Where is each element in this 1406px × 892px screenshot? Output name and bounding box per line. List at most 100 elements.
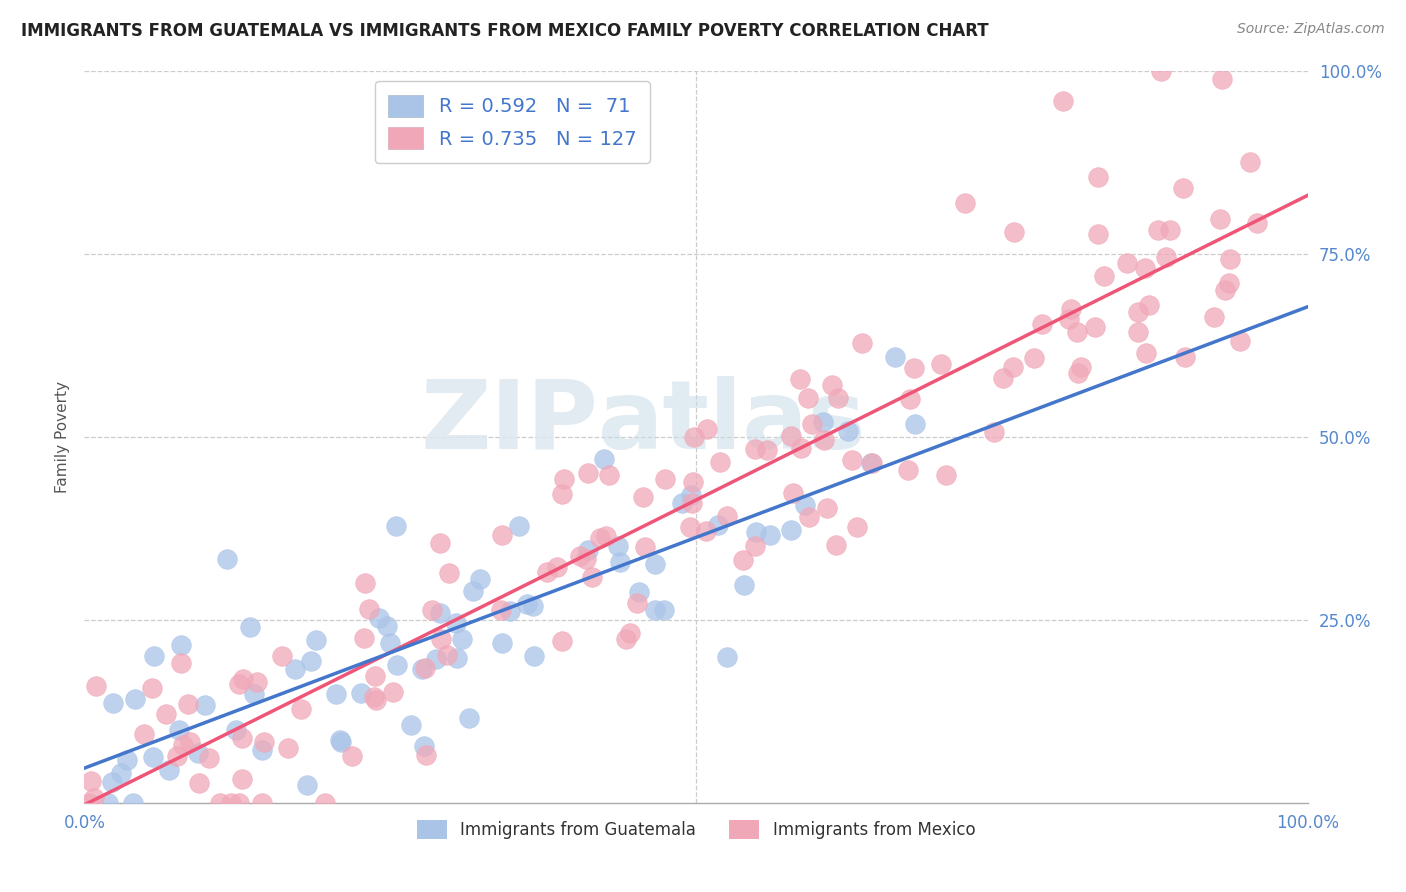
Point [198,750,221,764]
Point [413,739,436,754]
Point [1057,312,1080,326]
Point [187,747,209,761]
Point [551,486,574,500]
Point [329,732,352,747]
Point [141,681,163,696]
Text: IMMIGRANTS FROM GUATEMALA VS IMMIGRANTS FROM MEXICO FAMILY POVERTY CORRELATION C: IMMIGRANTS FROM GUATEMALA VS IMMIGRANTS … [21,22,988,40]
Point [569,549,592,564]
Point [246,675,269,690]
Point [209,796,232,810]
Point [1135,345,1157,359]
Point [143,648,166,663]
Point [1159,222,1181,236]
Point [815,501,838,516]
Point [1031,317,1053,331]
Point [679,520,702,534]
Point [179,735,201,749]
Point [825,539,848,553]
Point [1067,366,1090,380]
Point [194,698,217,712]
Point [429,607,451,621]
Point [1219,252,1241,267]
Point [1229,334,1251,348]
Point [1239,155,1261,169]
Point [446,651,468,665]
Point [733,578,755,592]
Point [457,710,479,724]
Point [884,350,907,364]
Point [491,636,513,650]
Point [522,599,544,613]
Point [367,611,389,625]
Point [142,749,165,764]
Point [239,620,262,634]
Point [225,723,247,737]
Point [598,468,620,483]
Point [115,753,138,767]
Point [1116,255,1139,269]
Point [1211,71,1233,86]
Point [177,697,200,711]
Point [425,652,447,666]
Point [83,790,105,805]
Point [364,668,387,682]
Point [679,488,702,502]
Point [780,429,803,443]
Point [172,738,194,752]
Point [851,335,873,350]
Point [846,520,869,534]
Point [860,456,883,470]
Point [1087,227,1109,241]
Point [628,585,651,599]
Point [683,430,706,444]
Point [609,555,631,569]
Point [1066,325,1088,339]
Point [551,633,574,648]
Point [707,517,730,532]
Point [696,422,718,436]
Point [983,425,1005,439]
Point [295,778,318,792]
Point [614,632,637,646]
Point [606,539,628,553]
Point [215,552,238,566]
Point [155,706,177,721]
Point [652,603,675,617]
Point [709,455,731,469]
Text: Source: ZipAtlas.com: Source: ZipAtlas.com [1237,22,1385,37]
Point [350,686,373,700]
Point [800,417,823,432]
Point [695,524,717,539]
Point [578,467,600,481]
Point [1154,250,1177,264]
Point [305,633,328,648]
Y-axis label: Family Poverty: Family Poverty [55,381,70,493]
Point [1070,359,1092,374]
Point [1128,304,1150,318]
Point [377,619,399,633]
Point [187,776,209,790]
Point [384,519,406,533]
Point [1084,320,1107,334]
Point [110,766,132,780]
Point [508,519,530,533]
Point [644,557,666,571]
Point [468,572,491,586]
Point [381,685,404,699]
Point [644,603,666,617]
Point [1174,350,1197,364]
Point [413,661,436,675]
Point [813,415,835,429]
Point [228,796,250,810]
Point [132,726,155,740]
Point [231,731,253,745]
Point [935,467,957,482]
Point [80,773,103,788]
Point [157,763,180,777]
Point [415,747,437,762]
Point [97,796,120,810]
Text: ZIP: ZIP [420,376,598,469]
Point [744,442,766,457]
Point [353,631,375,645]
Point [228,676,250,690]
